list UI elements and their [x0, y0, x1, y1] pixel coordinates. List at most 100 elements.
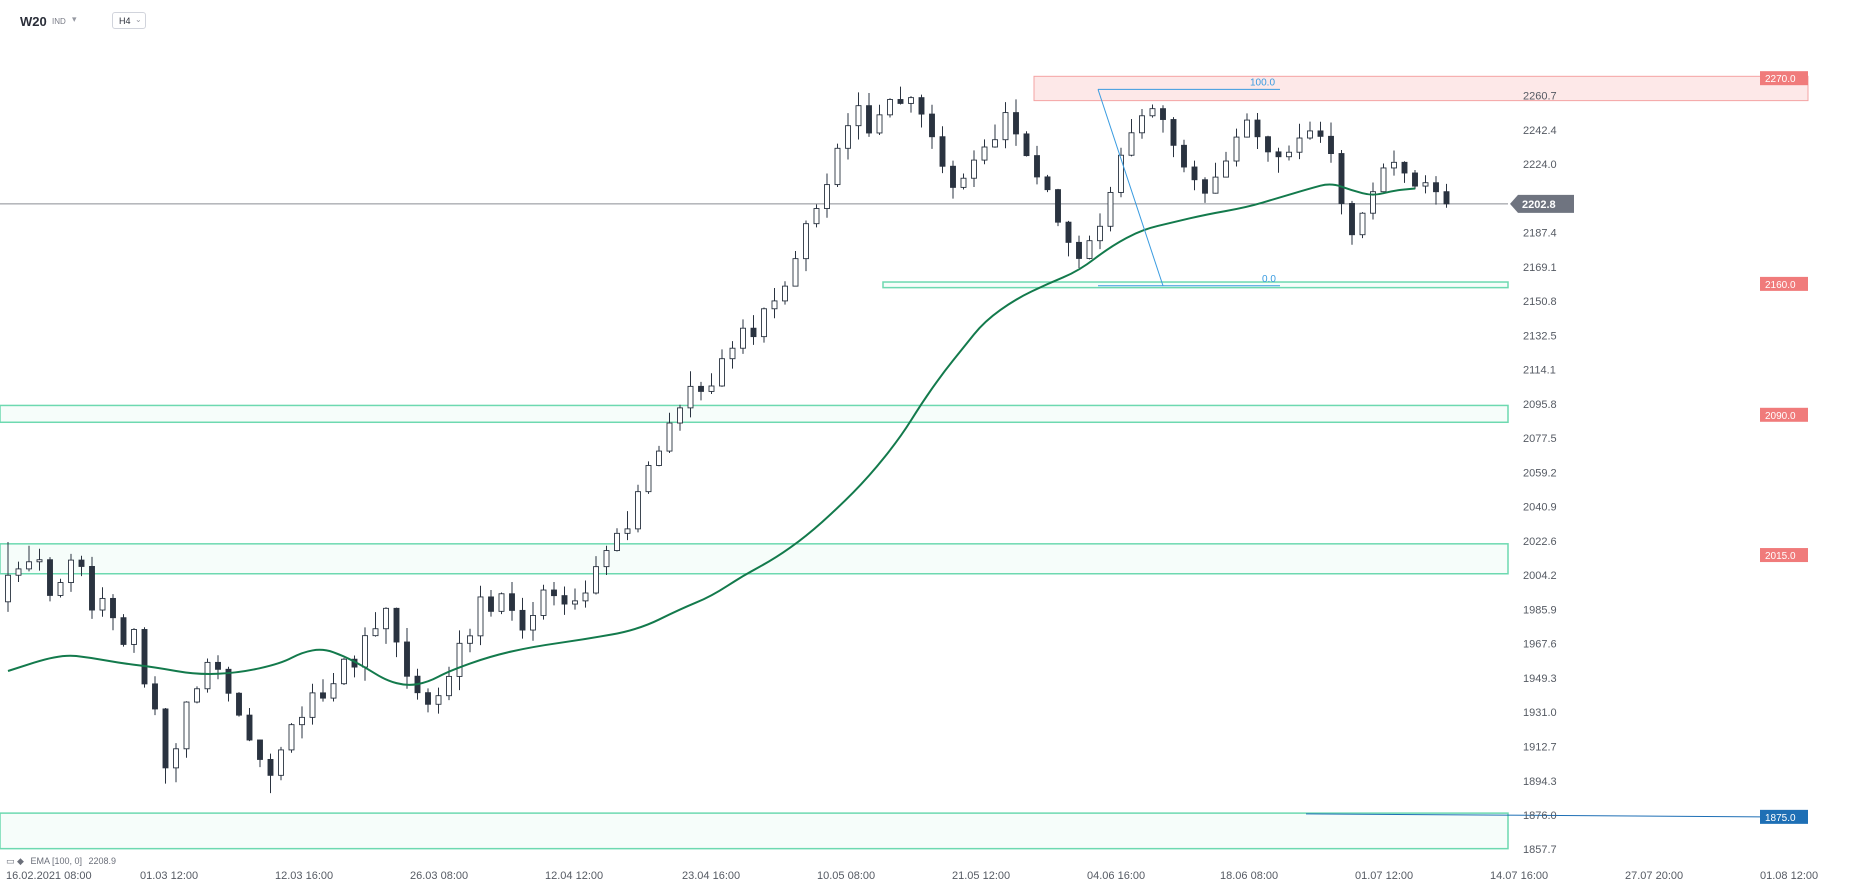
candle-body — [761, 308, 767, 338]
candles-layer — [5, 86, 1450, 794]
timeframe-selector[interactable]: H4 ⌄ — [112, 12, 146, 29]
level-label: 2270.0 — [1765, 74, 1796, 85]
candle-body — [1191, 166, 1198, 181]
x-tick-label: 27.07 20:00 — [1625, 870, 1683, 882]
candle-body — [666, 422, 673, 452]
candle-body — [1422, 182, 1429, 187]
level-label: 2160.0 — [1765, 280, 1796, 291]
candle-body — [1244, 119, 1250, 138]
candle-body — [1086, 240, 1093, 259]
chevron-down-icon: ⌄ — [135, 15, 142, 24]
x-tick-label: 23.04 16:00 — [682, 870, 740, 882]
candle-body — [939, 136, 946, 167]
candle-body — [719, 358, 725, 387]
support-zone — [0, 812, 1509, 850]
candle-body — [1118, 154, 1124, 193]
candle-body — [5, 574, 11, 603]
candle-body — [488, 596, 494, 612]
candle-body — [467, 635, 473, 644]
candle-body — [656, 450, 662, 466]
x-tick-label: 01.03 12:00 — [140, 870, 198, 882]
symbol-label[interactable]: W20 — [20, 14, 47, 29]
candle-body — [866, 105, 872, 134]
candle-body — [729, 347, 736, 360]
level-label: 2090.0 — [1765, 411, 1796, 422]
candle-body — [162, 708, 169, 769]
candle-body — [47, 559, 53, 596]
y-tick-label: 1949.3 — [1523, 673, 1557, 685]
candle-body — [876, 114, 883, 134]
current-price-badge — [1510, 194, 1574, 213]
candle-body — [908, 97, 914, 104]
x-tick-label: 14.07 16:00 — [1490, 870, 1548, 882]
candle-body — [834, 147, 841, 186]
candle-body — [1202, 179, 1208, 194]
y-tick-label: 2224.0 — [1523, 159, 1557, 171]
candle-body — [89, 566, 95, 611]
candle-body — [278, 749, 284, 776]
candle-body — [918, 97, 925, 115]
candle-body — [960, 177, 967, 188]
candle-body — [1328, 135, 1334, 154]
candle-body — [1286, 151, 1292, 158]
y-tick-label: 2095.8 — [1523, 399, 1557, 411]
candle-body — [362, 635, 368, 668]
indicator-legend[interactable]: ▭ ◆ EMA [100, 0] 2208.9 — [6, 856, 120, 867]
candle-body — [561, 595, 568, 605]
candle-body — [593, 566, 599, 594]
candle-body — [687, 385, 694, 409]
candle-body — [456, 642, 463, 677]
candle-body — [981, 146, 988, 161]
candle-body — [708, 385, 715, 392]
candle-body — [624, 528, 631, 534]
level-label: 2015.0 — [1765, 551, 1796, 562]
candle-body — [1034, 155, 1040, 178]
candle-body — [1181, 144, 1187, 168]
candle-body — [320, 692, 326, 699]
indicator-name: EMA [100, 0] — [30, 856, 82, 866]
candle-body — [824, 184, 830, 209]
candle-body — [26, 561, 32, 570]
candle-body — [15, 568, 22, 576]
fib-trend-line — [1097, 89, 1164, 286]
zones-layer — [0, 75, 1809, 850]
candle-body — [1338, 153, 1345, 204]
candle-body — [246, 714, 253, 741]
candle-body — [1128, 132, 1135, 156]
candle-body — [530, 615, 536, 631]
candle-body — [1265, 136, 1271, 153]
y-tick-label: 2114.1 — [1523, 365, 1556, 377]
x-tick-label: 01.08 12:00 — [1760, 870, 1818, 882]
level-badge — [1760, 407, 1808, 422]
candle-body — [855, 105, 862, 127]
candle-body — [950, 165, 956, 188]
candle-body — [572, 600, 578, 605]
candle-body — [740, 327, 746, 349]
y-tick-label: 2132.5 — [1523, 330, 1557, 342]
candle-body — [309, 692, 316, 718]
candle-body — [183, 701, 190, 750]
candle-body — [897, 99, 904, 104]
candle-body — [614, 532, 620, 552]
candle-body — [372, 628, 379, 637]
symbol-dropdown-icon[interactable]: ▾ — [72, 14, 77, 24]
candle-body — [1307, 130, 1313, 139]
y-tick-label: 1894.3 — [1523, 776, 1557, 788]
candle-body — [36, 559, 43, 563]
candle-body — [929, 113, 935, 138]
y-tick-label: 2004.2 — [1523, 570, 1557, 582]
y-tick-label: 2187.4 — [1523, 228, 1557, 240]
candle-body — [1349, 203, 1355, 236]
candle-body — [1412, 172, 1418, 187]
candle-body — [1380, 167, 1387, 193]
x-tick-label: 26.03 08:00 — [410, 870, 468, 882]
candle-body — [1212, 176, 1219, 194]
candle-body — [698, 385, 704, 392]
x-tick-label: 10.05 08:00 — [817, 870, 875, 882]
legend-icons[interactable]: ▭ ◆ — [6, 856, 24, 866]
candle-body — [645, 465, 652, 493]
level-label: 1875.0 — [1765, 813, 1796, 824]
candle-body — [131, 629, 137, 645]
y-tick-label: 1876.0 — [1523, 810, 1557, 822]
